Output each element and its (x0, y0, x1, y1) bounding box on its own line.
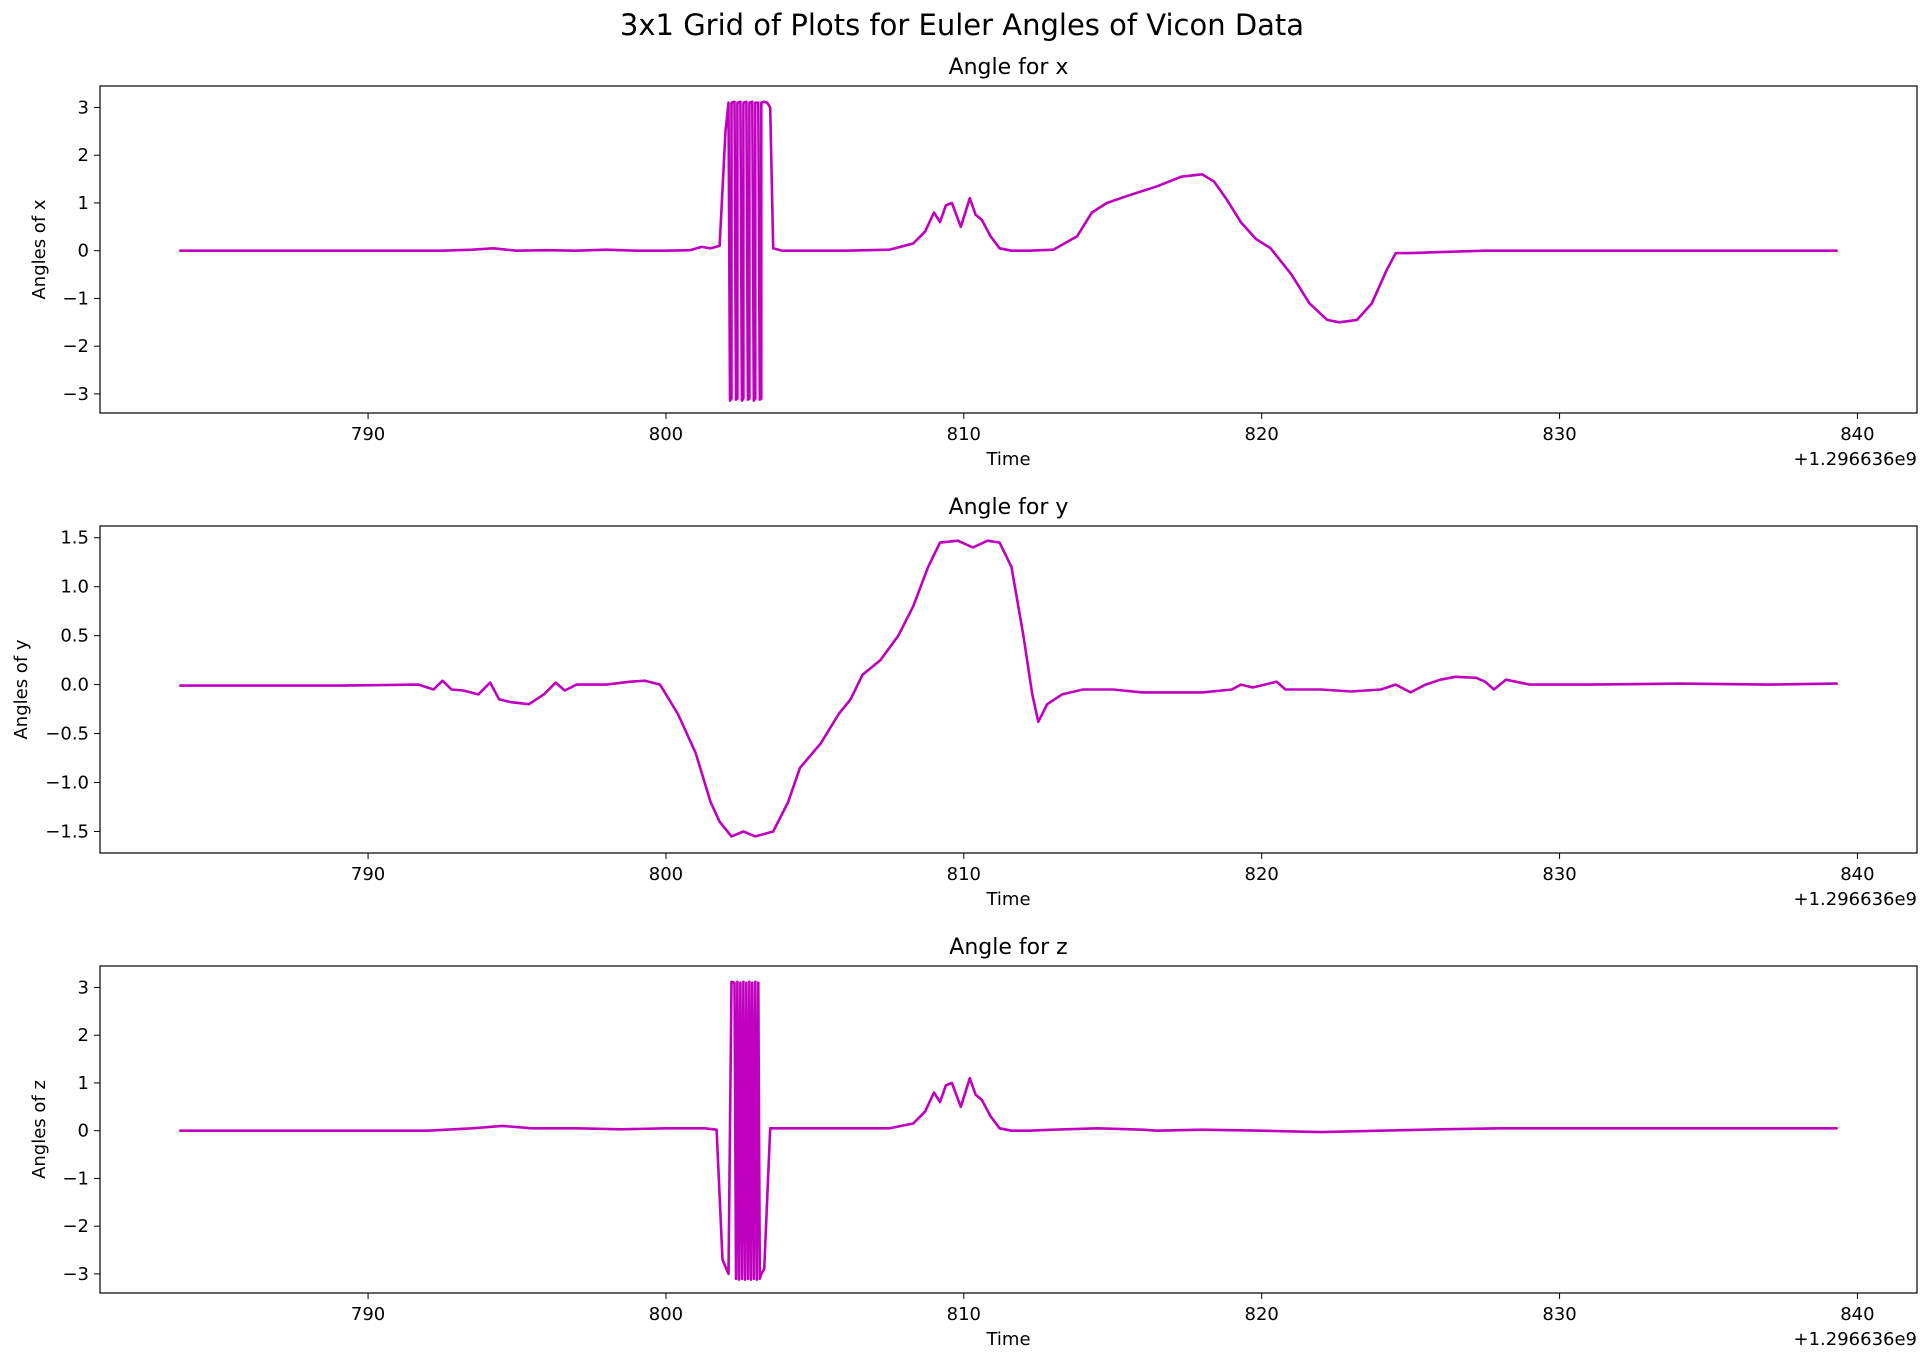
y-tick-label: −2 (62, 336, 89, 357)
x-tick-label: 840 (1840, 424, 1874, 445)
x-axis-offset-label: +1.296636e9 (1794, 449, 1918, 470)
series-line (179, 539, 1838, 838)
y-tick-label: 2 (78, 1025, 89, 1046)
y-axis-label: Angles of x (29, 199, 50, 299)
y-tick-label: −1 (62, 1168, 89, 1189)
y-tick-label: −3 (62, 384, 89, 405)
x-tick-label: 840 (1840, 1304, 1874, 1325)
subplot-angle-y: Angle for y 790 800 810 820 830 840 −1.5 −1.0 −0.… (11, 495, 1918, 910)
x-tick-label: 830 (1542, 864, 1576, 885)
y-tick-label: −0.5 (45, 724, 89, 745)
plot-frame (99, 85, 1918, 414)
x-tick-label: 820 (1245, 424, 1279, 445)
plot-frame (99, 525, 1918, 854)
x-axis-offset-label: +1.296636e9 (1794, 889, 1918, 910)
x-tick-label: 790 (351, 1304, 385, 1325)
y-tick-label: −1 (62, 288, 89, 309)
x-tick-label: 800 (649, 1304, 683, 1325)
y-tick-label: 1 (78, 1073, 89, 1094)
x-tick-label: 790 (351, 864, 385, 885)
y-tick-label: −3 (62, 1264, 89, 1285)
x-axis-label: Time (985, 449, 1030, 470)
x-tick-label: 820 (1245, 864, 1279, 885)
y-tick-label: −1.5 (45, 821, 89, 842)
series-line (179, 980, 1838, 1281)
y-tick-label: 2 (78, 145, 89, 166)
y-axis-label: Angles of y (11, 639, 32, 739)
y-tick-label: −2 (62, 1216, 89, 1237)
x-axis-offset-label: +1.296636e9 (1794, 1329, 1918, 1350)
x-tick-label: 800 (649, 424, 683, 445)
x-tick-label: 810 (947, 1304, 981, 1325)
y-tick-label: 0.5 (60, 626, 89, 647)
y-tick-label: 0 (78, 241, 89, 262)
x-tick-label: 800 (649, 864, 683, 885)
x-tick-label: 840 (1840, 864, 1874, 885)
subplot-title: Angle for y (949, 495, 1069, 520)
subplot-title: Angle for x (949, 55, 1069, 80)
y-tick-label: 3 (78, 977, 89, 998)
y-tick-label: 3 (78, 97, 89, 118)
subplot-angle-z: Angle for z 790 800 810 820 830 840 −3 −2 −1 0 1 2 3 T… (29, 935, 1918, 1350)
x-axis-label: Time (985, 1329, 1030, 1350)
y-axis-label: Angles of z (29, 1080, 50, 1179)
x-tick-label: 820 (1245, 1304, 1279, 1325)
x-tick-label: 830 (1542, 424, 1576, 445)
y-tick-label: 0.0 (60, 675, 89, 696)
y-tick-label: 1 (78, 193, 89, 214)
y-tick-label: 0 (78, 1121, 89, 1142)
subplot-title: Angle for z (949, 935, 1067, 960)
x-axis-label: Time (985, 889, 1030, 910)
x-tick-label: 810 (947, 424, 981, 445)
figure-title: 3x1 Grid of Plots for Euler Angles of Vi… (620, 8, 1304, 42)
plot-frame (99, 965, 1918, 1294)
y-tick-label: 1.5 (60, 528, 89, 549)
y-tick-label: −1.0 (45, 773, 89, 794)
x-tick-label: 790 (351, 424, 385, 445)
x-tick-label: 830 (1542, 1304, 1576, 1325)
subplot-angle-x: Angle for x 790 800 810 820 830 840 −3 −2 −1 0 1 2 3 T… (29, 55, 1918, 470)
series-line (179, 100, 1838, 402)
y-tick-label: 1.0 (60, 577, 89, 598)
x-tick-label: 810 (947, 864, 981, 885)
